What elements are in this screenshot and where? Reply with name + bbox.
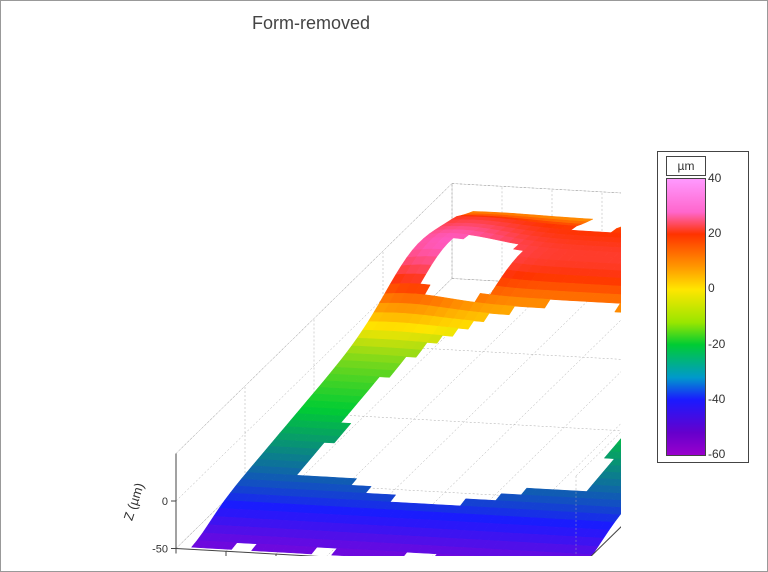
svg-text:Z (µm): Z (µm): [121, 481, 147, 522]
colorbar-tick-label: 40: [708, 171, 721, 185]
colorbar-tick-label: 20: [708, 226, 721, 240]
colorbar-tick-label: -60: [708, 447, 725, 461]
svg-text:-50: -50: [152, 544, 168, 556]
colorbar-tick-label: -20: [708, 337, 725, 351]
plot-3d-area: 020406080100120140160X (mm)050100150200Y…: [21, 46, 621, 556]
colorbar-unit-label: µm: [666, 156, 706, 176]
colorbar-gradient: [666, 178, 706, 456]
figure-container: Form-removed 020406080100120140160X (mm)…: [0, 0, 768, 572]
plot-title: Form-removed: [1, 13, 621, 34]
colorbar-tick-label: -40: [708, 392, 725, 406]
svg-text:0: 0: [162, 496, 168, 508]
plot-3d-svg: 020406080100120140160X (mm)050100150200Y…: [21, 46, 621, 556]
colorbar: µm 40 20 0 -20 -40 -60: [657, 151, 749, 463]
colorbar-tick-label: 0: [708, 281, 715, 295]
